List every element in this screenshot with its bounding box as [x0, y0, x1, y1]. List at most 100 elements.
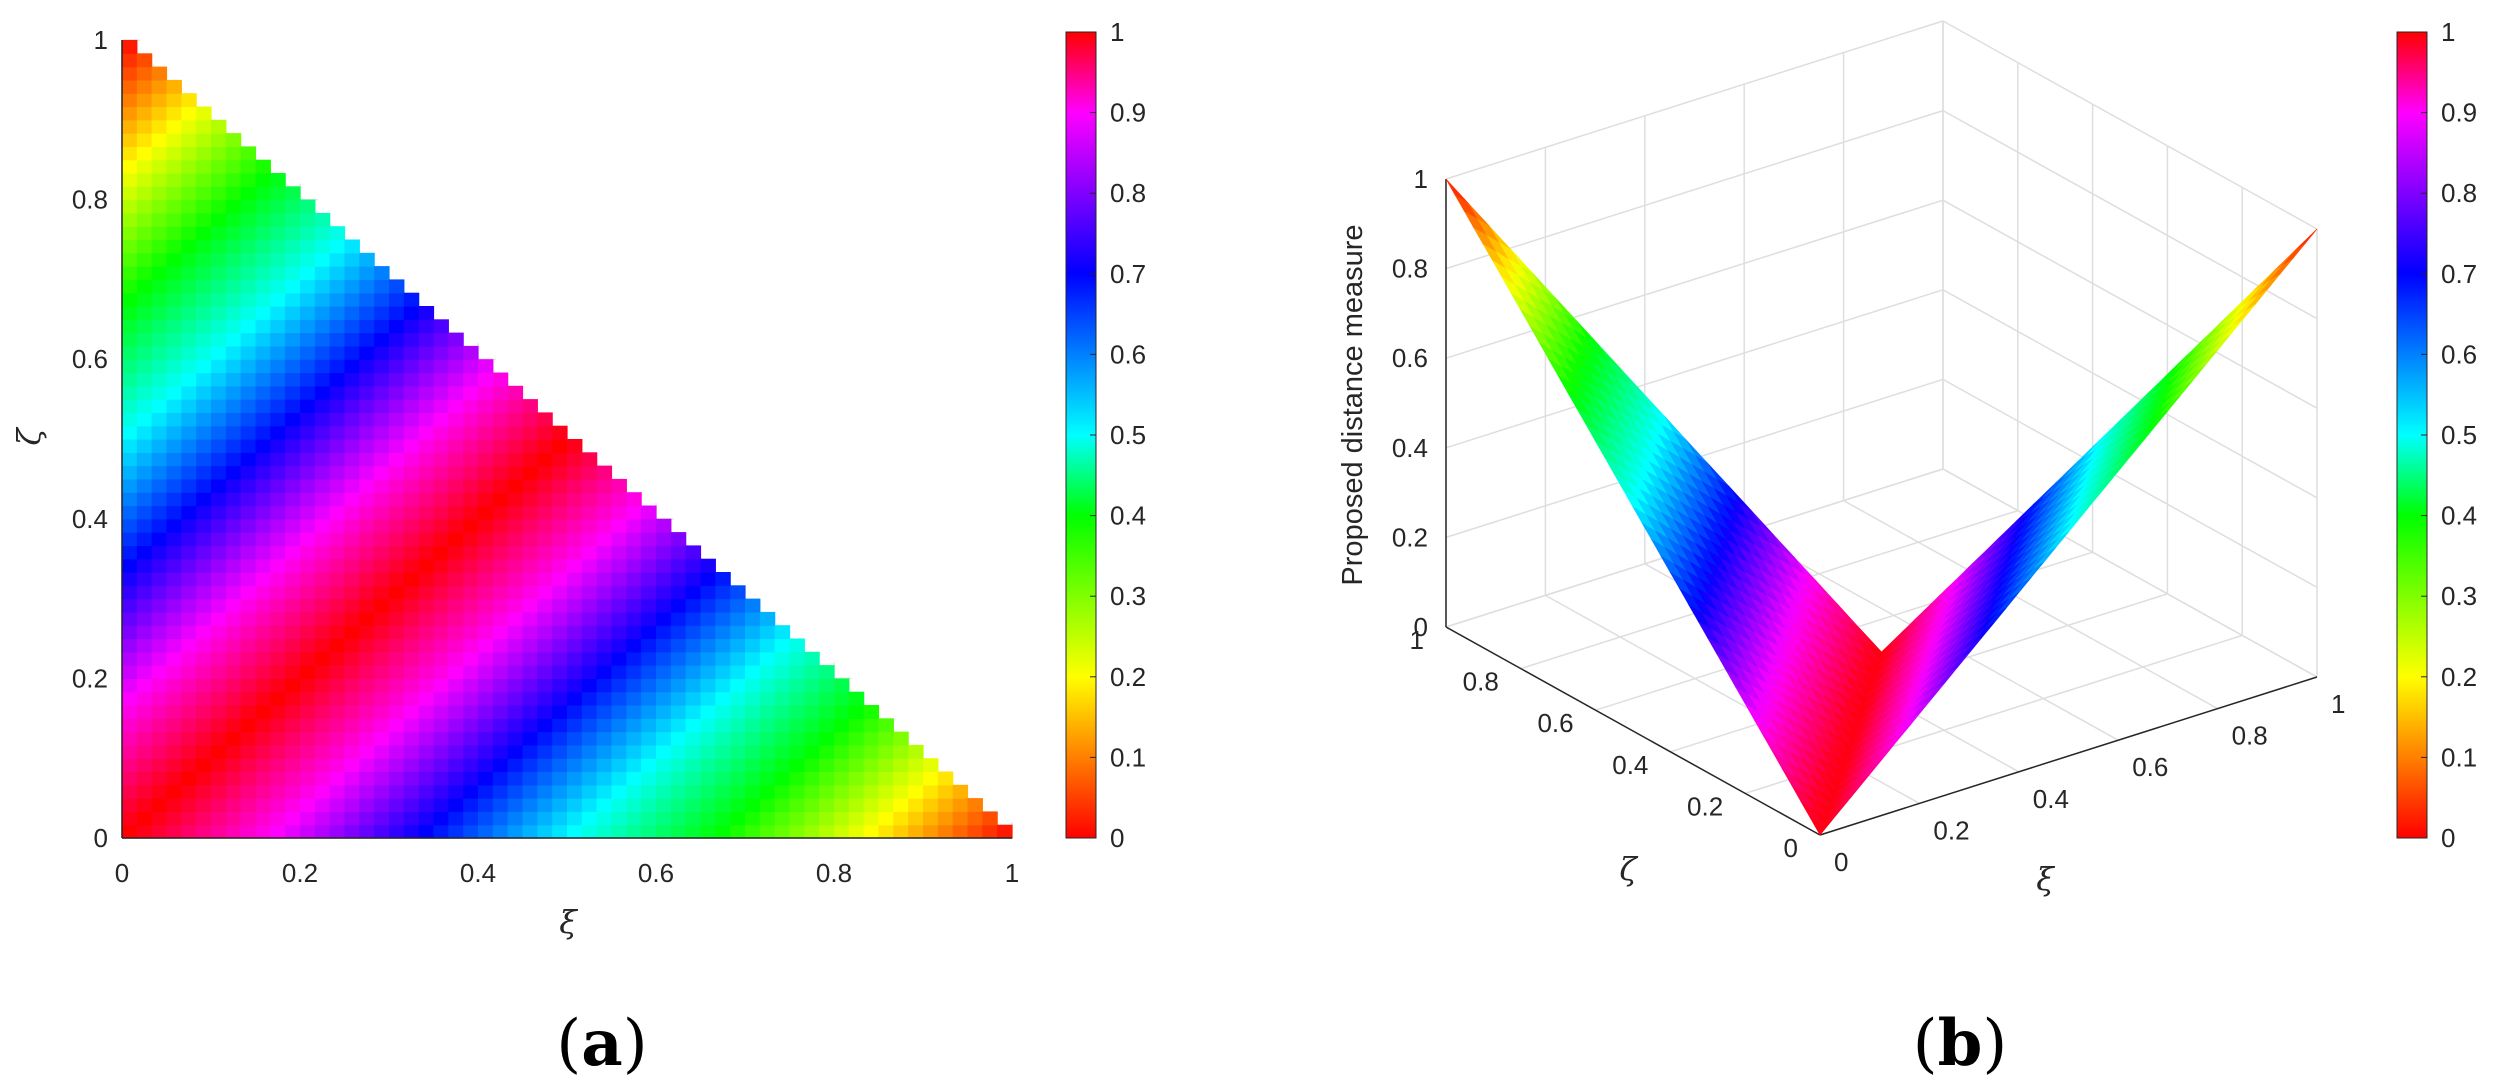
- heatmap-cell: [626, 665, 642, 679]
- heatmap-cell: [374, 492, 390, 507]
- heatmap-cell: [300, 811, 316, 826]
- heatmap-cell: [389, 771, 405, 786]
- heatmap-cell: [685, 798, 702, 812]
- heatmap-cell: [789, 638, 805, 653]
- heatmap-cell: [166, 784, 182, 799]
- heatmap-cell: [715, 598, 731, 613]
- heatmap-cell: [225, 811, 242, 826]
- heatmap-cell: [433, 811, 449, 826]
- heatmap-cell: [848, 811, 865, 826]
- heatmap-cell: [626, 744, 642, 759]
- heatmap-cell: [285, 824, 301, 839]
- heatmap-cell: [893, 744, 909, 759]
- heatmap-cell: [270, 558, 286, 573]
- heatmap-cell: [240, 359, 257, 374]
- heatmap-cell: [225, 439, 242, 453]
- heatmap-cell: [403, 372, 420, 387]
- heatmap-cell: [359, 399, 375, 413]
- heatmap-cell: [789, 665, 805, 679]
- heatmap-cell: [122, 372, 138, 387]
- heatmap-cell: [567, 505, 583, 520]
- heatmap-cell: [136, 266, 153, 280]
- heatmap-cell: [567, 705, 583, 719]
- heatmap-cell: [552, 439, 568, 453]
- heatmap-cell: [611, 691, 627, 706]
- heatmap-cell: [196, 611, 212, 626]
- heatmap-cell: [151, 572, 168, 586]
- heatmap-cell: [122, 585, 138, 600]
- heatmap-cell: [507, 798, 524, 812]
- heatmap-cell: [389, 811, 405, 826]
- panel-label-a: (a): [556, 1006, 647, 1081]
- heatmap-cell: [596, 465, 613, 480]
- heatmap-cell: [745, 678, 761, 693]
- heatmap-cell: [952, 784, 969, 799]
- heatmap-cell: [433, 638, 449, 653]
- heatmap-cell: [329, 252, 346, 267]
- heatmap-cell: [211, 372, 227, 387]
- heatmap-cell: [166, 93, 182, 108]
- heatmap-cell: [196, 199, 212, 214]
- heatmap-cell: [225, 359, 242, 374]
- heatmap-cell: [329, 611, 346, 626]
- heatmap-cell: [300, 691, 316, 706]
- heatmap-cell: [848, 771, 865, 786]
- heatmap-cell: [700, 811, 716, 826]
- heatmap-cell: [196, 718, 212, 733]
- heatmap-cell: [359, 412, 375, 427]
- heatmap-cell: [181, 798, 197, 812]
- heatmap-cell: [166, 492, 182, 507]
- heatmap-cell: [359, 824, 375, 839]
- heatmap-cell: [270, 744, 286, 759]
- heatmap-cell: [937, 771, 954, 786]
- heatmap-cell: [567, 598, 583, 613]
- heatmap-cell: [819, 665, 835, 679]
- back-wall-grid-line: [1445, 199, 1944, 359]
- heatmap-cell: [522, 611, 538, 626]
- heatmap-cell: [166, 532, 182, 546]
- heatmap-cell: [225, 266, 242, 280]
- heatmap-cell: [463, 558, 479, 573]
- heatmap-cell: [285, 638, 301, 653]
- floor-grid-line: [1942, 468, 2318, 678]
- heatmap-cell: [211, 146, 227, 161]
- heatmap-cell: [611, 585, 627, 600]
- heatmap-cell: [834, 731, 850, 746]
- heatmap-cell: [255, 824, 271, 839]
- heatmap-cell: [789, 758, 805, 773]
- heatmap-cell: [581, 758, 598, 773]
- heatmap-cell: [151, 465, 168, 480]
- heatmap-cell: [344, 665, 360, 679]
- heatmap-cell: [448, 771, 464, 786]
- heatmap-cell: [300, 585, 316, 600]
- heatmap-cell: [314, 572, 331, 586]
- heatmap-cell: [893, 758, 909, 773]
- heatmap-cell: [537, 598, 553, 613]
- heatmap-cell: [151, 306, 168, 320]
- heatmap-cell: [507, 784, 524, 799]
- heatmap-cell: [433, 359, 449, 374]
- heatmap-cell: [122, 611, 138, 626]
- heatmap-cell: [359, 345, 375, 360]
- heatmap-cell: [136, 532, 153, 546]
- surface-plot: [1445, 178, 2318, 836]
- heatmap-cell: [418, 784, 435, 799]
- heatmap-cell: [730, 824, 746, 839]
- heatmap-cell: [730, 758, 746, 773]
- heatmap-cell: [211, 452, 227, 467]
- heatmap-cell: [270, 425, 286, 440]
- heatmap-cell: [225, 611, 242, 626]
- heatmap-cell: [181, 638, 197, 653]
- heatmap-cell: [596, 758, 613, 773]
- heatmap-cell: [433, 784, 449, 799]
- heatmap-cell: [552, 625, 568, 640]
- heatmap-cell: [581, 638, 598, 653]
- heatmap-cell: [715, 651, 731, 666]
- heatmap-cell: [389, 492, 405, 507]
- heatmap-cell: [196, 625, 212, 640]
- heatmap-cell: [670, 798, 687, 812]
- heatmap-cell: [240, 252, 257, 267]
- heatmap-cell: [270, 691, 286, 706]
- colorbar-tick-label: 0.6: [1110, 339, 1146, 369]
- heatmap-cell: [300, 372, 316, 387]
